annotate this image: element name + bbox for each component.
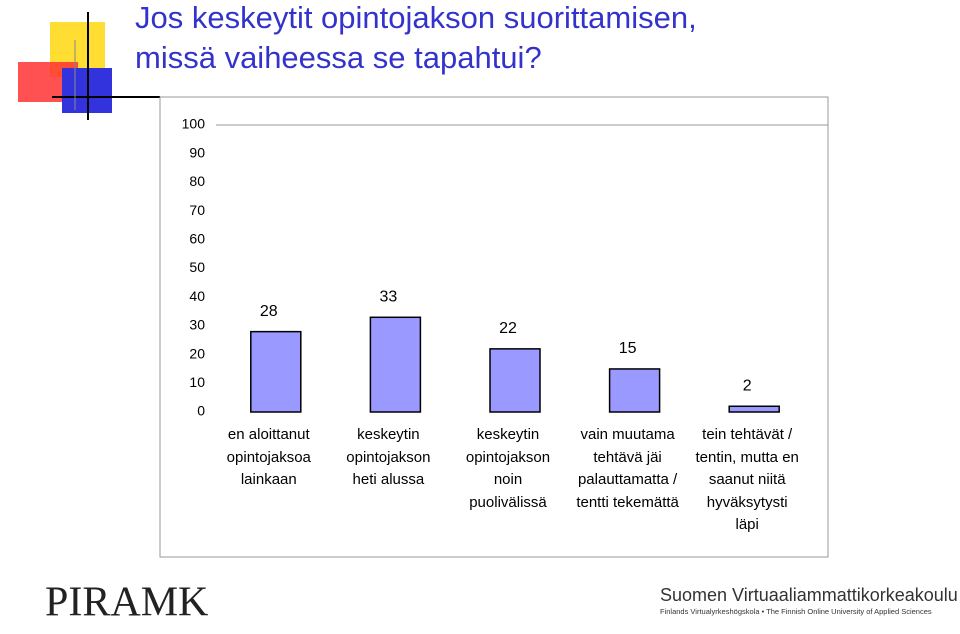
x-tick-label: vain muutama tehtävä jäi palauttamatta /…: [576, 426, 679, 511]
y-tick-label: 50: [189, 259, 205, 275]
title-line: Jos keskeytit opintojakson suorittamisen…: [135, 0, 697, 35]
x-tick-label: tein tehtävät / tentin, mutta en saanut …: [695, 426, 799, 533]
x-tick-label: keskeytin opintojakson noin puolivälissä: [465, 426, 551, 511]
bar: [608, 368, 661, 413]
y-tick-label: 90: [189, 144, 205, 160]
bar: [489, 348, 541, 413]
value-label: 22: [499, 320, 517, 337]
value-label: 33: [380, 289, 398, 306]
value-label: 15: [619, 340, 637, 357]
y-tick-label: 20: [189, 345, 205, 361]
title-line: missä vaiheessa se tapahtui?: [135, 40, 542, 75]
y-tick-label: 0: [197, 403, 205, 419]
y-tick-label: 30: [189, 317, 205, 333]
y-tick-label: 80: [189, 173, 205, 189]
logo-right-title: Suomen Virtuaaliammattikorkeakoulu: [660, 585, 958, 605]
bar: [250, 330, 302, 413]
chart-frame: [159, 96, 829, 558]
y-tick-label: 100: [182, 116, 206, 132]
y-tick-label: 40: [189, 288, 205, 304]
decoration: [18, 12, 160, 120]
value-label: 28: [260, 303, 278, 320]
bar: [369, 316, 422, 413]
bar: [728, 405, 780, 413]
logo-right-subtitle: Finlands Virtualyrkeshögskola • The Finn…: [660, 607, 932, 616]
logo-left: PIRAMK: [45, 580, 208, 626]
x-tick-label: en aloittanut opintojaksoa lainkaan: [226, 426, 311, 488]
y-tick-label: 70: [189, 202, 205, 218]
y-tick-label: 60: [189, 231, 205, 247]
x-tick-label: keskeytin opintojakson heti alussa: [346, 426, 431, 488]
value-label: 2: [743, 377, 752, 394]
y-tick-label: 10: [189, 374, 205, 390]
